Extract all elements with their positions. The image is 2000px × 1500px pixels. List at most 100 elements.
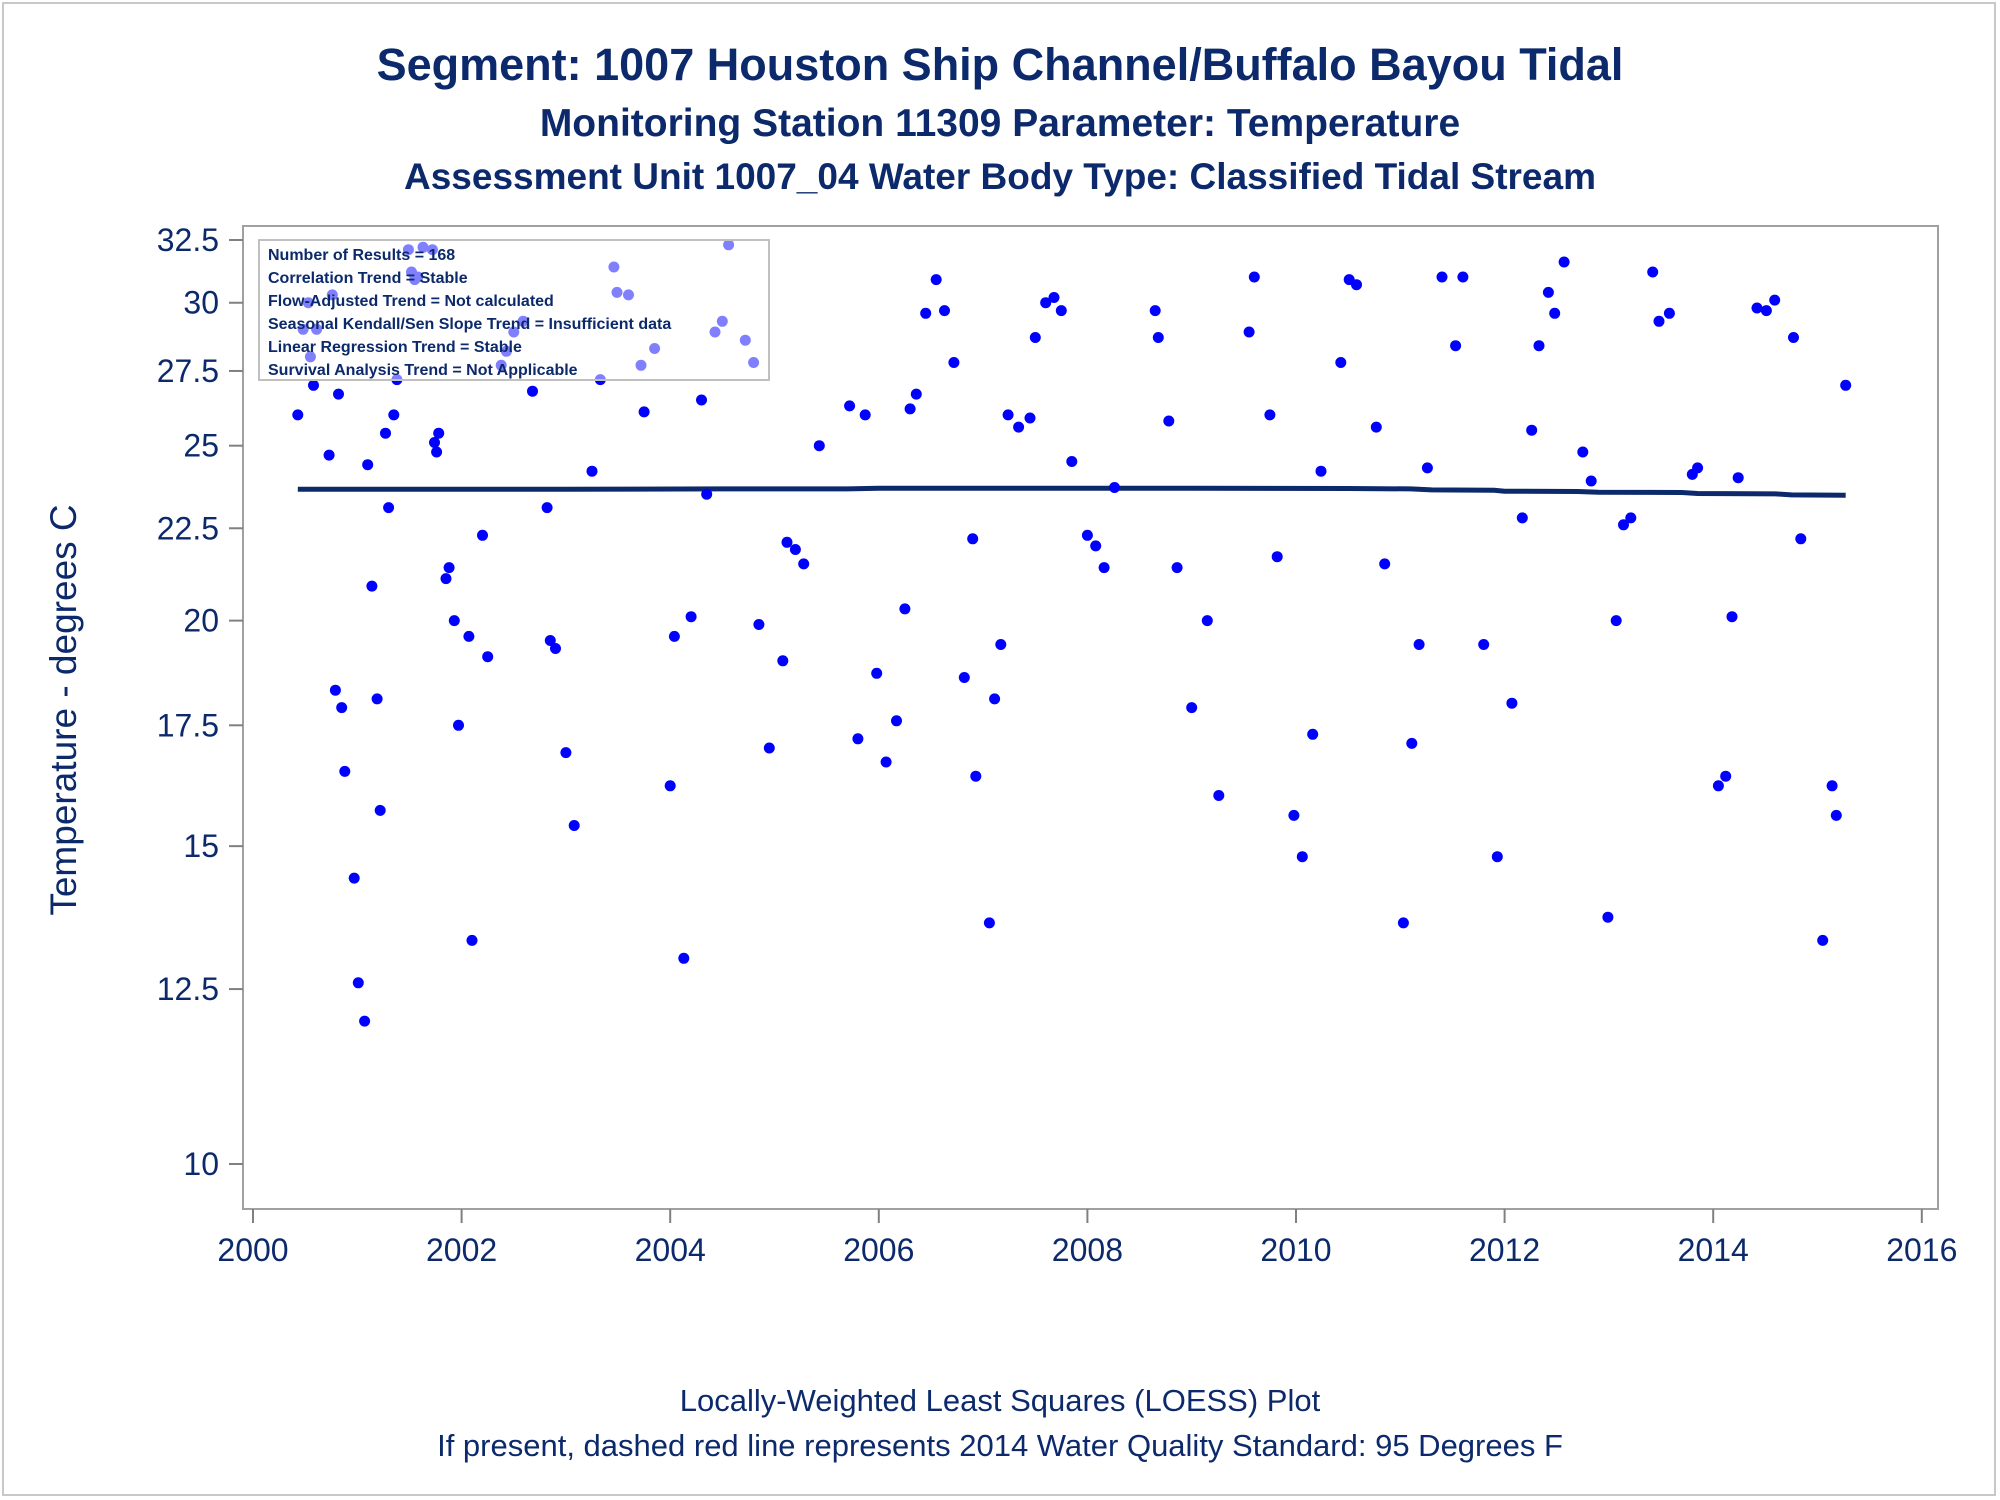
data-point: [544, 635, 556, 646]
y-tick-label: 10: [183, 1146, 219, 1182]
data-point: [568, 820, 580, 831]
data-point: [1090, 540, 1102, 552]
data-point: [1751, 302, 1763, 314]
data-point: [859, 409, 871, 421]
data-point: [871, 667, 883, 679]
data-point: [948, 357, 960, 368]
data-point: [904, 403, 916, 415]
data-point: [1478, 639, 1490, 650]
data-point: [1024, 412, 1036, 424]
data-point: [777, 655, 789, 667]
data-point: [1542, 286, 1554, 298]
data-point: [1647, 266, 1659, 278]
data-point: [1264, 409, 1276, 421]
x-tick-label: 2002: [426, 1232, 497, 1268]
y-tick-label: 27.5: [157, 353, 219, 389]
data-point: [1610, 615, 1622, 627]
x-tick-label: 2010: [1260, 1232, 1331, 1268]
data-point: [463, 630, 475, 642]
data-point: [1712, 780, 1724, 792]
y-tick-label: 20: [183, 603, 219, 639]
data-point: [696, 394, 707, 406]
stats-box-frame: [258, 239, 770, 381]
footnote-standard: If present, dashed red line represents 2…: [437, 1428, 1563, 1463]
data-point: [678, 952, 690, 964]
data-point: [685, 611, 697, 623]
data-point: [339, 765, 351, 777]
loess-line: [297, 485, 1846, 498]
y-tick-label: 22.5: [157, 510, 219, 546]
data-point: [1436, 271, 1448, 283]
data-point: [1397, 917, 1409, 929]
data-point: [939, 305, 950, 317]
data-point: [1379, 558, 1391, 570]
data-point: [789, 544, 801, 555]
data-point: [1692, 462, 1704, 474]
data-point: [1248, 271, 1260, 283]
data-point: [638, 406, 650, 418]
data-point: [958, 672, 970, 683]
data-point: [1186, 702, 1198, 714]
data-point: [586, 465, 598, 477]
data-point: [1271, 551, 1283, 563]
data-point: [388, 409, 400, 421]
data-point: [1817, 934, 1829, 946]
data-point: [1149, 305, 1161, 317]
data-point: [844, 400, 856, 412]
x-tick-label: 2004: [635, 1232, 706, 1268]
plot-area: [242, 225, 1939, 1210]
data-point: [1769, 294, 1781, 306]
data-point: [527, 385, 538, 397]
data-point: [433, 427, 445, 439]
data-point: [1315, 465, 1327, 477]
data-point: [930, 274, 942, 286]
data-point: [1516, 512, 1528, 524]
data-point: [1421, 462, 1433, 474]
data-point: [292, 409, 304, 421]
data-point: [1533, 340, 1545, 352]
data-point: [359, 1015, 371, 1027]
data-point: [550, 643, 561, 654]
data-point: [1726, 611, 1738, 623]
data-point: [989, 693, 1001, 705]
x-tick-label: 2014: [1678, 1232, 1749, 1268]
data-point: [1335, 357, 1347, 368]
data-point: [443, 562, 455, 574]
stat-correlation-trend: Correlation Trend = Stable: [268, 270, 468, 287]
data-point: [1506, 697, 1518, 709]
data-point: [852, 733, 864, 745]
data-point: [1788, 332, 1799, 343]
data-point: [1013, 421, 1025, 433]
scatter-points: [292, 239, 1852, 1027]
stat-seasonal-kendall-trend: Seasonal Kendall/Sen Slope Trend = Insuf…: [268, 316, 671, 333]
y-axis-label: Temperature - degrees C: [43, 504, 84, 915]
data-point: [668, 630, 680, 642]
data-point: [383, 502, 395, 514]
data-point: [1526, 424, 1538, 436]
stats-box: Number of Results = 168 Correlation Tren…: [258, 239, 770, 381]
chart-subtitle-2: Assessment Unit 1007_04 Water Body Type:…: [404, 156, 1596, 197]
data-point: [880, 756, 892, 768]
data-point: [453, 719, 464, 731]
footnote-loess: Locally-Weighted Least Squares (LOESS) P…: [680, 1383, 1321, 1418]
y-tick-label: 30: [183, 285, 219, 321]
data-point: [371, 693, 383, 705]
y-tick-label: 32.5: [157, 222, 219, 258]
x-axis: 2000 2002 2004 2006 2008 2010 2012 2014 2016: [217, 1209, 1957, 1268]
data-point: [431, 446, 443, 458]
data-point: [380, 427, 391, 439]
chart-title: Segment: 1007 Houston Ship Channel/Buffa…: [377, 39, 1624, 90]
data-point: [970, 770, 982, 782]
data-point: [1081, 529, 1093, 541]
stat-number-of-results: Number of Results = 168: [268, 247, 455, 264]
data-point: [1413, 639, 1425, 650]
data-point: [448, 615, 460, 627]
data-point: [1163, 415, 1175, 427]
data-point: [1795, 533, 1807, 545]
data-point: [983, 917, 995, 929]
data-point: [1040, 297, 1052, 309]
data-point: [1296, 851, 1308, 863]
data-point: [1351, 279, 1362, 291]
x-tick-label: 2012: [1469, 1232, 1540, 1268]
